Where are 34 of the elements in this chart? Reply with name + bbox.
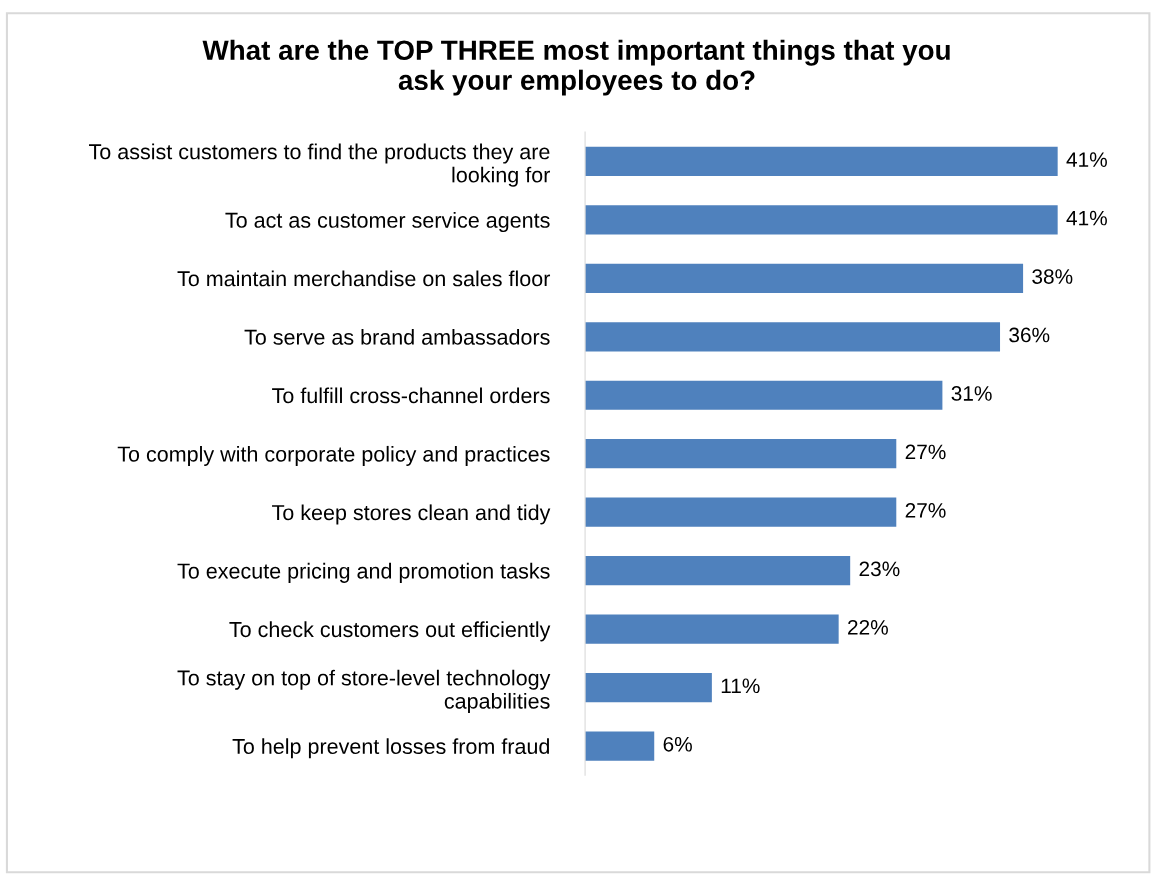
data-label: 23% (859, 561, 900, 577)
y-tick-label: To help prevent losses from fraud (232, 738, 549, 759)
bar (585, 731, 655, 761)
bar (585, 263, 1024, 293)
bar (585, 380, 943, 410)
data-label: 11% (721, 678, 760, 694)
bar (585, 672, 712, 703)
data-label: 41% (1066, 152, 1107, 167)
bar (585, 497, 897, 527)
y-tick-label: To comply with corporate policy and practices (117, 445, 550, 466)
data-label: 22% (848, 619, 888, 635)
chart-title: What are the TOP THREE most important things that you ask your employees to do? (202, 39, 950, 96)
bar (585, 614, 839, 644)
y-tick-label: To check customers out efficiently (229, 621, 551, 642)
data-label: 6% (663, 736, 692, 752)
bar (585, 205, 1058, 235)
bar (585, 322, 1001, 352)
y-tick-label: To maintain merchandise on sales floor (177, 270, 551, 287)
y-tick-label: To fulfill cross-channel orders (272, 387, 550, 404)
bar (585, 146, 1058, 176)
data-label: 41% (1066, 210, 1107, 226)
y-tick-label: To assist customers to find the products they are looking for (89, 143, 551, 187)
y-tick-label: To act as customer service agents (225, 212, 550, 233)
y-tick-label: To stay on top of store-level technology capabilities (177, 669, 551, 713)
bar (585, 439, 897, 469)
y-tick-label: To execute pricing and promotion tasks (177, 562, 550, 583)
data-label: 38% (1032, 269, 1073, 284)
data-label: 36% (1009, 327, 1050, 343)
y-tick-label: To serve as brand ambassadors (244, 328, 550, 345)
y-tick-label: To keep stores clean and tidy (272, 504, 551, 525)
data-label: 31% (951, 386, 992, 401)
data-label: 27% (905, 444, 946, 460)
bar (585, 556, 851, 586)
data-label: 27% (905, 503, 946, 518)
